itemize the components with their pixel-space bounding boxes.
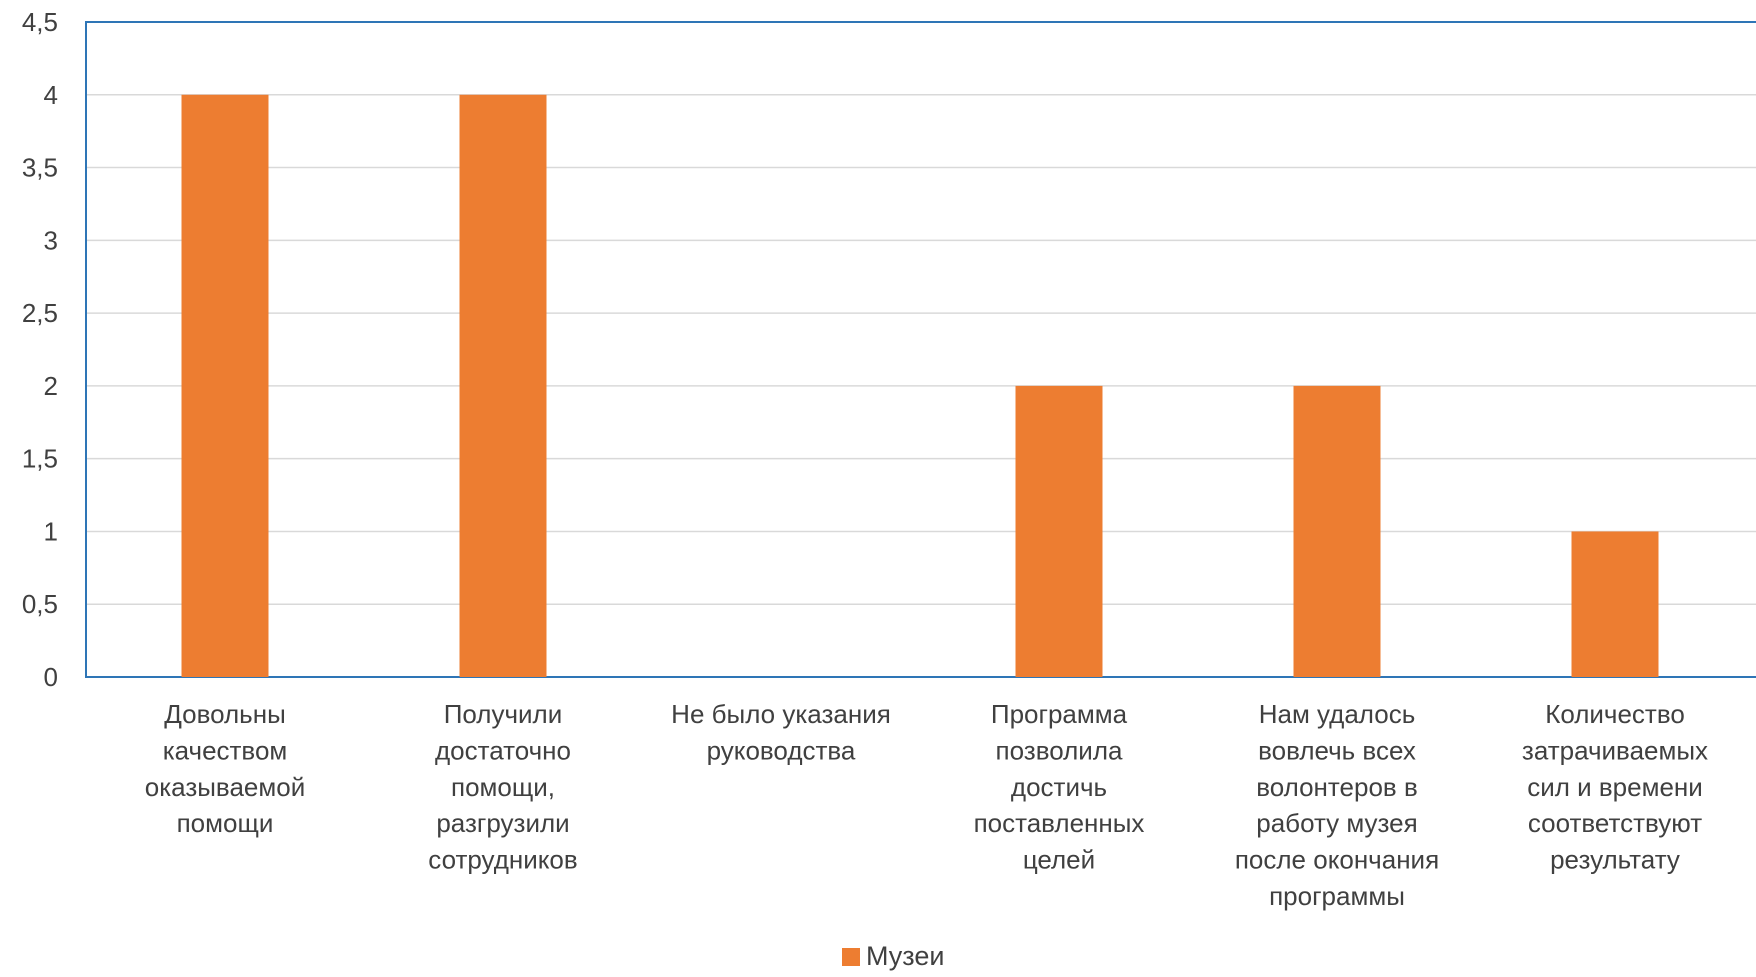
- category-label-line: позволила: [996, 735, 1123, 765]
- category-label: Не было указания руководства: [671, 699, 891, 765]
- category-label-line: Программа: [991, 699, 1128, 729]
- category-label-line: качеством: [163, 735, 288, 765]
- category-label-line: поставленных: [974, 808, 1145, 838]
- category-label-line: результату: [1550, 845, 1680, 875]
- y-tick-label: 1: [44, 516, 58, 546]
- category-label-line: программы: [1269, 881, 1405, 911]
- bar: [459, 94, 547, 678]
- category-label-line: Количество: [1545, 699, 1685, 729]
- y-tick-label: 0,5: [22, 589, 58, 619]
- category-label: Программа позволила достичь поставленных цел…: [974, 699, 1145, 875]
- y-tick-label: 4,5: [22, 7, 58, 37]
- category-label-line: помощи,: [451, 772, 555, 802]
- legend: Музеи: [842, 941, 944, 971]
- category-label-line: разгрузили: [436, 808, 569, 838]
- category-label-line: помощи: [177, 808, 274, 838]
- y-tick-label: 0: [44, 662, 58, 692]
- legend-swatch-muzei: [842, 948, 860, 966]
- category-label-line: сил и времени: [1527, 772, 1703, 802]
- category-label: Количество затрачиваемых сил и времени соот…: [1522, 699, 1708, 875]
- category-label-line: оказываемой: [145, 772, 305, 802]
- bar: [1293, 385, 1381, 677]
- category-label-line: целей: [1023, 845, 1095, 875]
- category-label-line: Нам удалось: [1259, 699, 1416, 729]
- bar: [1015, 385, 1103, 677]
- y-tick-label: 2,5: [22, 298, 58, 328]
- y-tick-label: 3,5: [22, 153, 58, 183]
- plot-area-border: [85, 21, 1756, 678]
- category-label: Получили достаточно помощи, разгрузили сотру…: [428, 699, 577, 875]
- bar: [1571, 531, 1659, 677]
- category-label: Нам удалось вовлечь всех волонтеров в работ…: [1235, 699, 1439, 911]
- category-label-line: работу музея: [1256, 808, 1417, 838]
- category-label-line: соответствуют: [1528, 808, 1702, 838]
- y-tick-label: 3: [44, 225, 58, 255]
- category-label-line: Получили: [444, 699, 563, 729]
- y-tick-label: 4: [44, 80, 58, 110]
- category-label: Довольны качеством оказываемой помощи: [145, 699, 305, 838]
- x-axis-category-labels: Довольны качеством оказываемой помощи Получи…: [145, 699, 1708, 911]
- category-label-line: достичь: [1011, 772, 1107, 802]
- category-label-line: затрачиваемых: [1522, 735, 1708, 765]
- y-tick-label: 1,5: [22, 444, 58, 474]
- y-axis-tick-labels: 0 0,5 1 1,5 2 2,5 3 3,5 4 4,5: [22, 7, 58, 692]
- category-label-line: волонтеров в: [1256, 772, 1418, 802]
- y-tick-label: 2: [44, 371, 58, 401]
- bars: [181, 94, 1659, 678]
- category-label-line: Довольны: [164, 699, 286, 729]
- bar: [181, 94, 269, 678]
- legend-label-muzei: Музеи: [866, 941, 944, 971]
- category-label-line: сотрудников: [428, 845, 577, 875]
- category-label-line: достаточно: [435, 735, 571, 765]
- category-label-line: руководства: [707, 735, 856, 765]
- category-label-line: вовлечь всех: [1258, 735, 1416, 765]
- category-label-line: после окончания: [1235, 845, 1439, 875]
- category-label-line: Не было указания: [671, 699, 891, 729]
- gridlines: [86, 21, 1756, 678]
